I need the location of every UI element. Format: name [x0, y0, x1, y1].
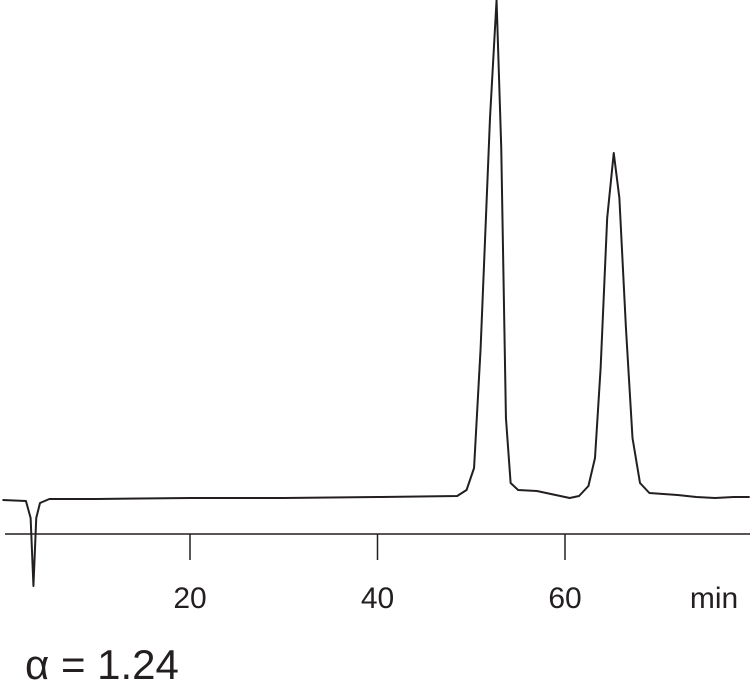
x-tick-label: 40: [361, 582, 394, 615]
trace: [2, 0, 750, 587]
annotation: α = 1.24: [25, 641, 179, 686]
x-tick-label: 20: [173, 582, 206, 615]
x-tick-label: 60: [548, 582, 581, 615]
x-axis-label: min: [690, 582, 738, 615]
